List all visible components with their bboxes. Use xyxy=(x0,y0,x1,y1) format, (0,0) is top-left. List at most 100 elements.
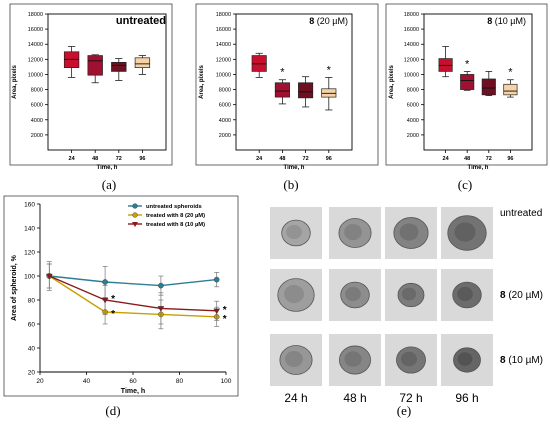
panel-label-a: (a) xyxy=(102,177,116,192)
data-point xyxy=(45,273,53,280)
legend-marker xyxy=(132,203,138,209)
data-point xyxy=(213,308,221,315)
data-point xyxy=(101,297,109,304)
spheroid-core xyxy=(286,224,302,240)
y-tick-label: 80 xyxy=(28,298,36,305)
y-tick-label: 10000 xyxy=(216,72,231,78)
x-tick-label: 48 xyxy=(464,156,470,162)
micrograph-0-3 xyxy=(441,207,493,259)
micrograph-2-0 xyxy=(270,334,322,386)
plot-area xyxy=(423,13,533,151)
spheroid-core xyxy=(345,286,361,302)
y-tick-label: 4000 xyxy=(407,118,419,124)
plot-area xyxy=(235,13,353,151)
spheroid-core xyxy=(344,223,362,241)
spheroid-core xyxy=(283,284,305,304)
panel-label-c: (c) xyxy=(458,177,472,192)
micrograph-1-1 xyxy=(329,269,381,321)
legend-label: treated with 8 (20 µM) xyxy=(146,213,205,219)
y-tick-label: 14000 xyxy=(28,42,43,48)
significance-star: * xyxy=(223,314,227,325)
y-tick-label: 2000 xyxy=(407,133,419,139)
spheroid-core xyxy=(457,286,473,302)
y-tick-label: 18000 xyxy=(28,12,43,18)
data-point xyxy=(213,276,220,283)
micrograph-1-2 xyxy=(385,269,437,321)
y-tick-label: 8000 xyxy=(407,88,419,94)
micrograph-0-2 xyxy=(385,207,437,259)
legend-marker xyxy=(132,212,138,218)
series-line xyxy=(49,275,217,287)
row-label-text: (10 µM) xyxy=(506,355,543,366)
y-tick-label: 6000 xyxy=(407,103,419,109)
y-axis-label: Area, pixels xyxy=(389,64,395,98)
spheroid-core xyxy=(344,351,362,367)
y-tick-label: 18000 xyxy=(216,12,231,18)
y-tick-label: 18000 xyxy=(404,12,419,18)
x-tick-label: 72 xyxy=(486,156,492,162)
x-tick-label: 72 xyxy=(303,156,309,162)
micrograph-1-3 xyxy=(441,269,493,321)
spheroid-core xyxy=(401,287,417,301)
line-chart-area-percent: 20 40 60 80 100 120 140 160 20 40 60 80 100 Time, h Ar… xyxy=(3,195,239,397)
chart-title: 8 (20 µM) xyxy=(309,16,348,26)
y-tick-label: 60 xyxy=(28,322,36,329)
micrograph-2-2 xyxy=(385,334,437,386)
title-concentration: (10 µM) xyxy=(492,16,526,26)
y-tick-label: 100 xyxy=(24,274,35,281)
spheroid-core xyxy=(454,222,476,242)
x-axis-label: Time, h xyxy=(284,165,305,171)
significance-star: * xyxy=(280,67,285,79)
y-tick-label: 12000 xyxy=(216,57,231,63)
plot-area xyxy=(47,13,167,151)
y-tick-label: 10000 xyxy=(404,72,419,78)
panel-label-e: (e) xyxy=(397,403,411,418)
y-tick-label: 16000 xyxy=(216,27,231,33)
data-point xyxy=(157,306,165,312)
legend-marker xyxy=(132,222,138,227)
y-tick-label: 8000 xyxy=(219,88,231,94)
y-tick-label: 16000 xyxy=(28,27,43,33)
box-48 xyxy=(87,55,103,76)
box-72 xyxy=(481,78,496,96)
row-label: 8 (20 µM) xyxy=(500,290,543,301)
row-label: untreated xyxy=(500,208,542,219)
row-label-text: untreated xyxy=(500,208,542,219)
y-tick-label: 40 xyxy=(28,346,36,353)
y-tick-label: 14000 xyxy=(404,42,419,48)
legend-label: treated with 8 (10 µM) xyxy=(146,222,205,228)
x-tick-label: 100 xyxy=(221,378,232,385)
y-axis-label: Area, pixels xyxy=(199,64,205,98)
y-tick-label: 8000 xyxy=(31,88,43,94)
spheroid-core xyxy=(457,352,473,366)
box-96 xyxy=(134,57,151,68)
y-tick-label: 20 xyxy=(28,370,36,377)
y-tick-label: 16000 xyxy=(404,27,419,33)
y-tick-label: 160 xyxy=(24,202,35,209)
x-tick-label: 96 xyxy=(326,156,332,162)
y-tick-label: 6000 xyxy=(219,103,231,109)
box-72 xyxy=(111,62,127,72)
micrograph-0-1 xyxy=(329,207,381,259)
x-tick-label: 24 xyxy=(256,156,263,162)
y-tick-label: 2000 xyxy=(219,133,231,139)
x-axis-label: Time, h xyxy=(468,165,489,171)
spheroid-core xyxy=(400,351,418,367)
time-label: 48 h xyxy=(343,391,366,405)
y-tick-label: 140 xyxy=(24,226,35,233)
significance-star: * xyxy=(508,67,513,79)
y-tick-label: 6000 xyxy=(31,103,43,109)
spheroid-core xyxy=(285,350,303,368)
title-compound: 8 xyxy=(487,16,492,26)
y-tick-label: 120 xyxy=(24,250,35,257)
significance-star: * xyxy=(223,305,227,316)
box-48 xyxy=(460,74,475,90)
chart-frame xyxy=(3,195,239,397)
row-label-text: (20 µM) xyxy=(506,290,543,301)
box-72 xyxy=(298,82,314,99)
x-tick-label: 20 xyxy=(36,378,44,385)
y-axis-label: Area of spheroid, % xyxy=(11,254,18,321)
time-label: 24 h xyxy=(284,391,307,405)
